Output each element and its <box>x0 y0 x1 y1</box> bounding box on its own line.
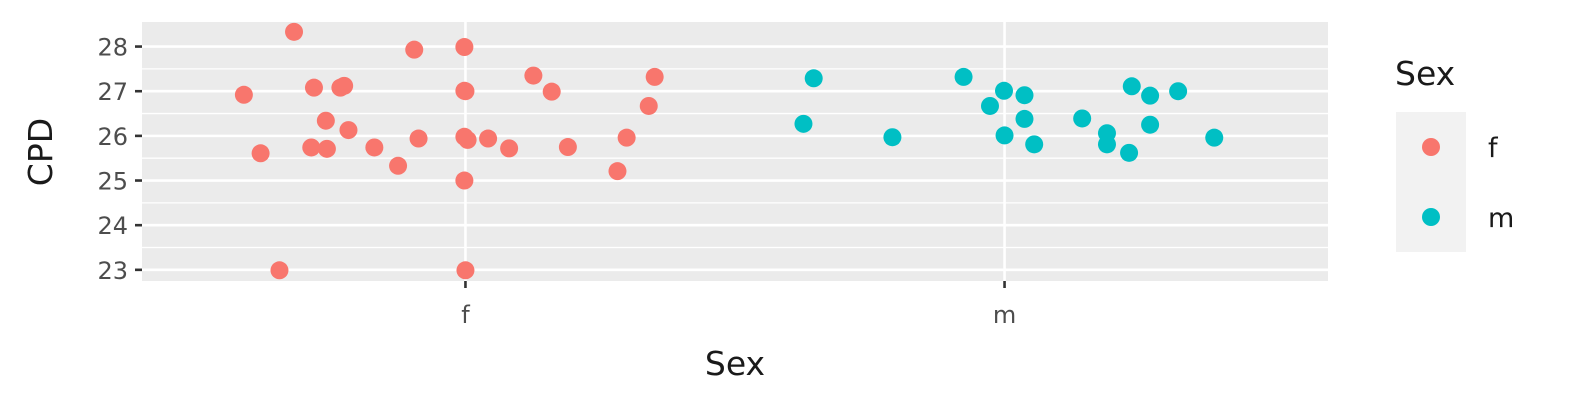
data-point-f <box>251 144 270 163</box>
data-point-f <box>339 121 358 140</box>
legend: Sex f m <box>1395 54 1514 252</box>
data-point-f <box>285 22 304 41</box>
data-point-f <box>524 66 543 85</box>
data-point-m <box>1097 124 1116 143</box>
legend-label-f: f <box>1488 133 1499 164</box>
data-point-f <box>304 78 323 97</box>
data-point-f <box>479 129 498 148</box>
y-tick-label: 26 <box>97 123 128 151</box>
data-point-m <box>1025 135 1044 154</box>
data-point-f <box>542 82 561 101</box>
x-tick-label: m <box>993 301 1016 329</box>
data-point-f <box>317 139 336 158</box>
data-point-f <box>500 139 519 158</box>
legend-label-m: m <box>1488 203 1514 234</box>
data-point-f <box>639 96 658 115</box>
data-point-f <box>405 40 424 59</box>
data-point-f <box>302 138 321 157</box>
data-point-m <box>1073 109 1092 128</box>
data-point-f <box>617 128 636 147</box>
data-point-f <box>316 111 335 130</box>
data-point-f <box>455 171 474 190</box>
data-point-m <box>1015 86 1034 105</box>
legend-key-m <box>1422 208 1440 226</box>
data-point-f <box>645 67 664 86</box>
x-tick-label: f <box>461 301 470 329</box>
data-point-m <box>794 114 813 133</box>
data-point-f <box>335 76 354 95</box>
data-points <box>234 22 1224 280</box>
legend-title: Sex <box>1395 54 1455 93</box>
data-point-f <box>234 85 253 104</box>
data-point-m <box>1141 86 1160 105</box>
data-point-m <box>1169 82 1188 101</box>
y-tick-label: 24 <box>97 212 128 240</box>
data-point-m <box>980 96 999 115</box>
y-axis-title: CPD <box>21 118 60 186</box>
legend-key-f <box>1422 138 1440 156</box>
data-point-m <box>1015 109 1034 128</box>
data-point-m <box>995 126 1014 145</box>
data-point-f <box>456 261 475 280</box>
data-point-m <box>1122 77 1141 96</box>
data-point-m <box>1141 115 1160 134</box>
data-point-m <box>804 69 823 88</box>
data-point-m <box>995 81 1014 100</box>
y-tick-label: 25 <box>97 168 128 196</box>
data-point-f <box>456 82 475 101</box>
data-point-m <box>883 128 902 147</box>
data-point-f <box>389 156 408 175</box>
y-tick-label: 27 <box>97 78 128 106</box>
data-point-f <box>455 38 474 57</box>
data-point-f <box>458 130 477 149</box>
data-point-f <box>558 138 577 157</box>
data-point-m <box>1120 143 1139 162</box>
data-point-f <box>608 162 627 181</box>
data-point-m <box>1205 128 1224 147</box>
y-tick-label: 28 <box>97 34 128 62</box>
data-point-f <box>409 129 428 148</box>
x-axis-title: Sex <box>705 344 765 383</box>
data-point-m <box>954 67 973 86</box>
data-point-f <box>270 261 289 280</box>
y-axis: 23 24 25 26 27 28 <box>97 34 142 285</box>
data-point-f <box>365 138 384 157</box>
y-tick-label: 23 <box>97 257 128 285</box>
